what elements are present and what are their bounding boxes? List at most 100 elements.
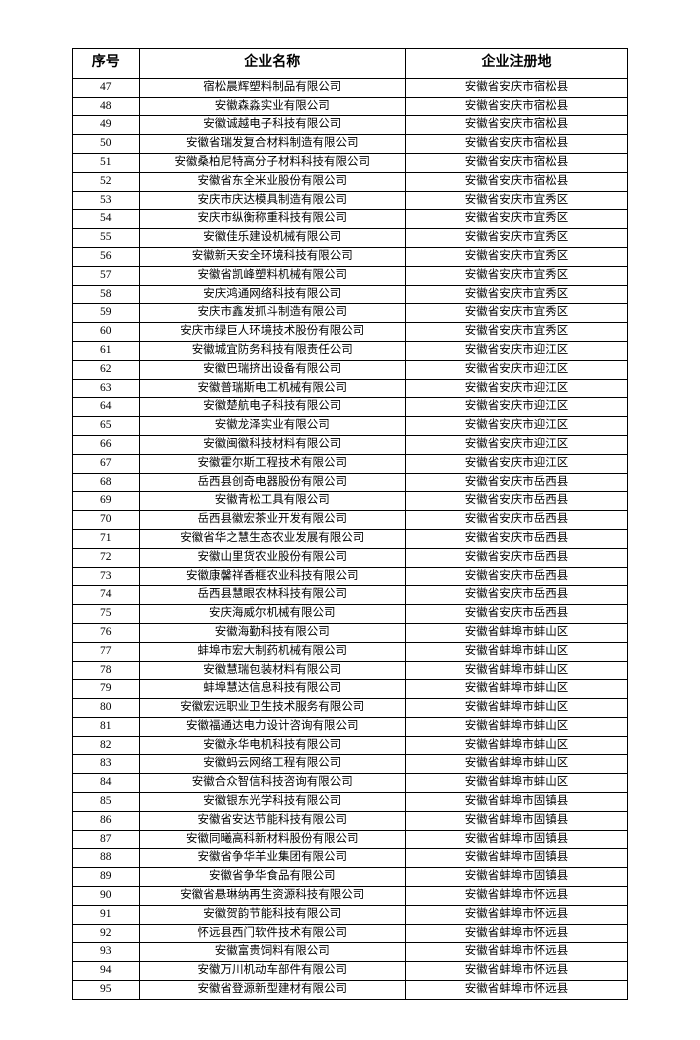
cell-enterprise-name: 安徽龙泽实业有限公司	[139, 417, 405, 436]
cell-seq: 55	[73, 229, 140, 248]
table-row: 66安徽闽徽科技材料有限公司安徽省安庆市迎江区	[73, 435, 628, 454]
cell-seq: 90	[73, 887, 140, 906]
cell-enterprise-name: 宿松晨辉塑料制品有限公司	[139, 78, 405, 97]
cell-registration: 安徽省安庆市宿松县	[405, 97, 627, 116]
cell-enterprise-name: 安徽慧瑞包装材料有限公司	[139, 661, 405, 680]
cell-seq: 87	[73, 830, 140, 849]
cell-seq: 47	[73, 78, 140, 97]
table-row: 70岳西县徽宏茶业开发有限公司安徽省安庆市岳西县	[73, 511, 628, 530]
cell-enterprise-name: 安徽山里货农业股份有限公司	[139, 548, 405, 567]
cell-seq: 67	[73, 454, 140, 473]
cell-enterprise-name: 安徽省安达节能科技有限公司	[139, 811, 405, 830]
cell-seq: 89	[73, 868, 140, 887]
cell-seq: 93	[73, 943, 140, 962]
cell-seq: 58	[73, 285, 140, 304]
cell-enterprise-name: 安徽银东光学科技有限公司	[139, 793, 405, 812]
cell-registration: 安徽省蚌埠市蚌山区	[405, 774, 627, 793]
table-row: 52安徽省东全米业股份有限公司安徽省安庆市宿松县	[73, 172, 628, 191]
cell-seq: 70	[73, 511, 140, 530]
cell-seq: 62	[73, 360, 140, 379]
table-row: 62安徽巴瑞挤出设备有限公司安徽省安庆市迎江区	[73, 360, 628, 379]
cell-registration: 安徽省安庆市迎江区	[405, 398, 627, 417]
table-row: 68岳西县创奇电器股份有限公司安徽省安庆市岳西县	[73, 473, 628, 492]
cell-registration: 安徽省蚌埠市怀远县	[405, 905, 627, 924]
table-row: 71安徽省华之慧生态农业发展有限公司安徽省安庆市岳西县	[73, 529, 628, 548]
cell-registration: 安徽省安庆市迎江区	[405, 417, 627, 436]
cell-seq: 82	[73, 736, 140, 755]
table-row: 63安徽普瑞斯电工机械有限公司安徽省安庆市迎江区	[73, 379, 628, 398]
cell-enterprise-name: 蚌埠市宏大制药机械有限公司	[139, 642, 405, 661]
cell-seq: 49	[73, 116, 140, 135]
table-row: 49安徽诚越电子科技有限公司安徽省安庆市宿松县	[73, 116, 628, 135]
cell-enterprise-name: 安徽省凯峰塑料机械有限公司	[139, 266, 405, 285]
table-row: 56安徽新天安全环境科技有限公司安徽省安庆市宜秀区	[73, 247, 628, 266]
cell-registration: 安徽省蚌埠市固镇县	[405, 811, 627, 830]
cell-seq: 53	[73, 191, 140, 210]
table-row: 94安徽万川机动车部件有限公司安徽省蚌埠市怀远县	[73, 962, 628, 981]
cell-enterprise-name: 安庆市庆达模具制造有限公司	[139, 191, 405, 210]
table-row: 59安庆市鑫发抓斗制造有限公司安徽省安庆市宜秀区	[73, 304, 628, 323]
cell-enterprise-name: 岳西县创奇电器股份有限公司	[139, 473, 405, 492]
cell-seq: 84	[73, 774, 140, 793]
cell-enterprise-name: 安徽万川机动车部件有限公司	[139, 962, 405, 981]
cell-enterprise-name: 安庆市鑫发抓斗制造有限公司	[139, 304, 405, 323]
cell-registration: 安徽省蚌埠市蚌山区	[405, 755, 627, 774]
table-row: 54安庆市纵衡称重科技有限公司安徽省安庆市宜秀区	[73, 210, 628, 229]
cell-enterprise-name: 安庆市纵衡称重科技有限公司	[139, 210, 405, 229]
cell-seq: 81	[73, 717, 140, 736]
cell-registration: 安徽省安庆市迎江区	[405, 435, 627, 454]
cell-seq: 79	[73, 680, 140, 699]
cell-enterprise-name: 安庆市绿巨人环境技术股份有限公司	[139, 323, 405, 342]
table-row: 88安徽省争华羊业集团有限公司安徽省蚌埠市固镇县	[73, 849, 628, 868]
cell-registration: 安徽省安庆市岳西县	[405, 605, 627, 624]
cell-seq: 69	[73, 492, 140, 511]
table-row: 58安庆鸿通网络科技有限公司安徽省安庆市宜秀区	[73, 285, 628, 304]
cell-enterprise-name: 安徽贺韵节能科技有限公司	[139, 905, 405, 924]
cell-registration: 安徽省蚌埠市固镇县	[405, 793, 627, 812]
cell-seq: 52	[73, 172, 140, 191]
cell-enterprise-name: 安徽福通达电力设计咨询有限公司	[139, 717, 405, 736]
cell-seq: 92	[73, 924, 140, 943]
cell-enterprise-name: 安徽青松工具有限公司	[139, 492, 405, 511]
cell-enterprise-name: 安徽省瑞发复合材料制造有限公司	[139, 135, 405, 154]
col-header-seq: 序号	[73, 49, 140, 79]
cell-registration: 安徽省安庆市岳西县	[405, 567, 627, 586]
cell-seq: 50	[73, 135, 140, 154]
table-row: 83安徽蚂云网络工程有限公司安徽省蚌埠市蚌山区	[73, 755, 628, 774]
table-row: 77蚌埠市宏大制药机械有限公司安徽省蚌埠市蚌山区	[73, 642, 628, 661]
cell-registration: 安徽省安庆市宿松县	[405, 135, 627, 154]
table-row: 65安徽龙泽实业有限公司安徽省安庆市迎江区	[73, 417, 628, 436]
table-row: 57安徽省凯峰塑料机械有限公司安徽省安庆市宜秀区	[73, 266, 628, 285]
cell-enterprise-name: 安徽海勤科技有限公司	[139, 623, 405, 642]
cell-registration: 安徽省安庆市岳西县	[405, 586, 627, 605]
cell-enterprise-name: 安徽城宜防务科技有限责任公司	[139, 341, 405, 360]
cell-seq: 71	[73, 529, 140, 548]
table-row: 73安徽康馨祥香榧农业科技有限公司安徽省安庆市岳西县	[73, 567, 628, 586]
table-row: 93安徽富贵饲料有限公司安徽省蚌埠市怀远县	[73, 943, 628, 962]
table-row: 51安徽桑柏尼特高分子材料科技有限公司安徽省安庆市宿松县	[73, 153, 628, 172]
cell-enterprise-name: 安徽桑柏尼特高分子材料科技有限公司	[139, 153, 405, 172]
cell-registration: 安徽省安庆市宜秀区	[405, 266, 627, 285]
cell-seq: 91	[73, 905, 140, 924]
table-row: 76安徽海勤科技有限公司安徽省蚌埠市蚌山区	[73, 623, 628, 642]
table-row: 47宿松晨辉塑料制品有限公司安徽省安庆市宿松县	[73, 78, 628, 97]
cell-seq: 85	[73, 793, 140, 812]
col-header-reg: 企业注册地	[405, 49, 627, 79]
cell-enterprise-name: 安徽楚航电子科技有限公司	[139, 398, 405, 417]
cell-enterprise-name: 安徽同曦高科新材料股份有限公司	[139, 830, 405, 849]
cell-registration: 安徽省蚌埠市蚌山区	[405, 661, 627, 680]
cell-registration: 安徽省安庆市迎江区	[405, 379, 627, 398]
enterprise-table: 序号 企业名称 企业注册地 47宿松晨辉塑料制品有限公司安徽省安庆市宿松县48安…	[72, 48, 628, 1000]
table-row: 90安徽省悬琳纳再生资源科技有限公司安徽省蚌埠市怀远县	[73, 887, 628, 906]
cell-registration: 安徽省安庆市宜秀区	[405, 247, 627, 266]
table-row: 92怀远县西门软件技术有限公司安徽省蚌埠市怀远县	[73, 924, 628, 943]
cell-registration: 安徽省安庆市岳西县	[405, 473, 627, 492]
cell-registration: 安徽省蚌埠市固镇县	[405, 849, 627, 868]
cell-seq: 64	[73, 398, 140, 417]
cell-seq: 48	[73, 97, 140, 116]
table-row: 74岳西县慧眼农林科技有限公司安徽省安庆市岳西县	[73, 586, 628, 605]
cell-seq: 86	[73, 811, 140, 830]
cell-seq: 80	[73, 699, 140, 718]
cell-registration: 安徽省蚌埠市怀远县	[405, 962, 627, 981]
cell-seq: 59	[73, 304, 140, 323]
